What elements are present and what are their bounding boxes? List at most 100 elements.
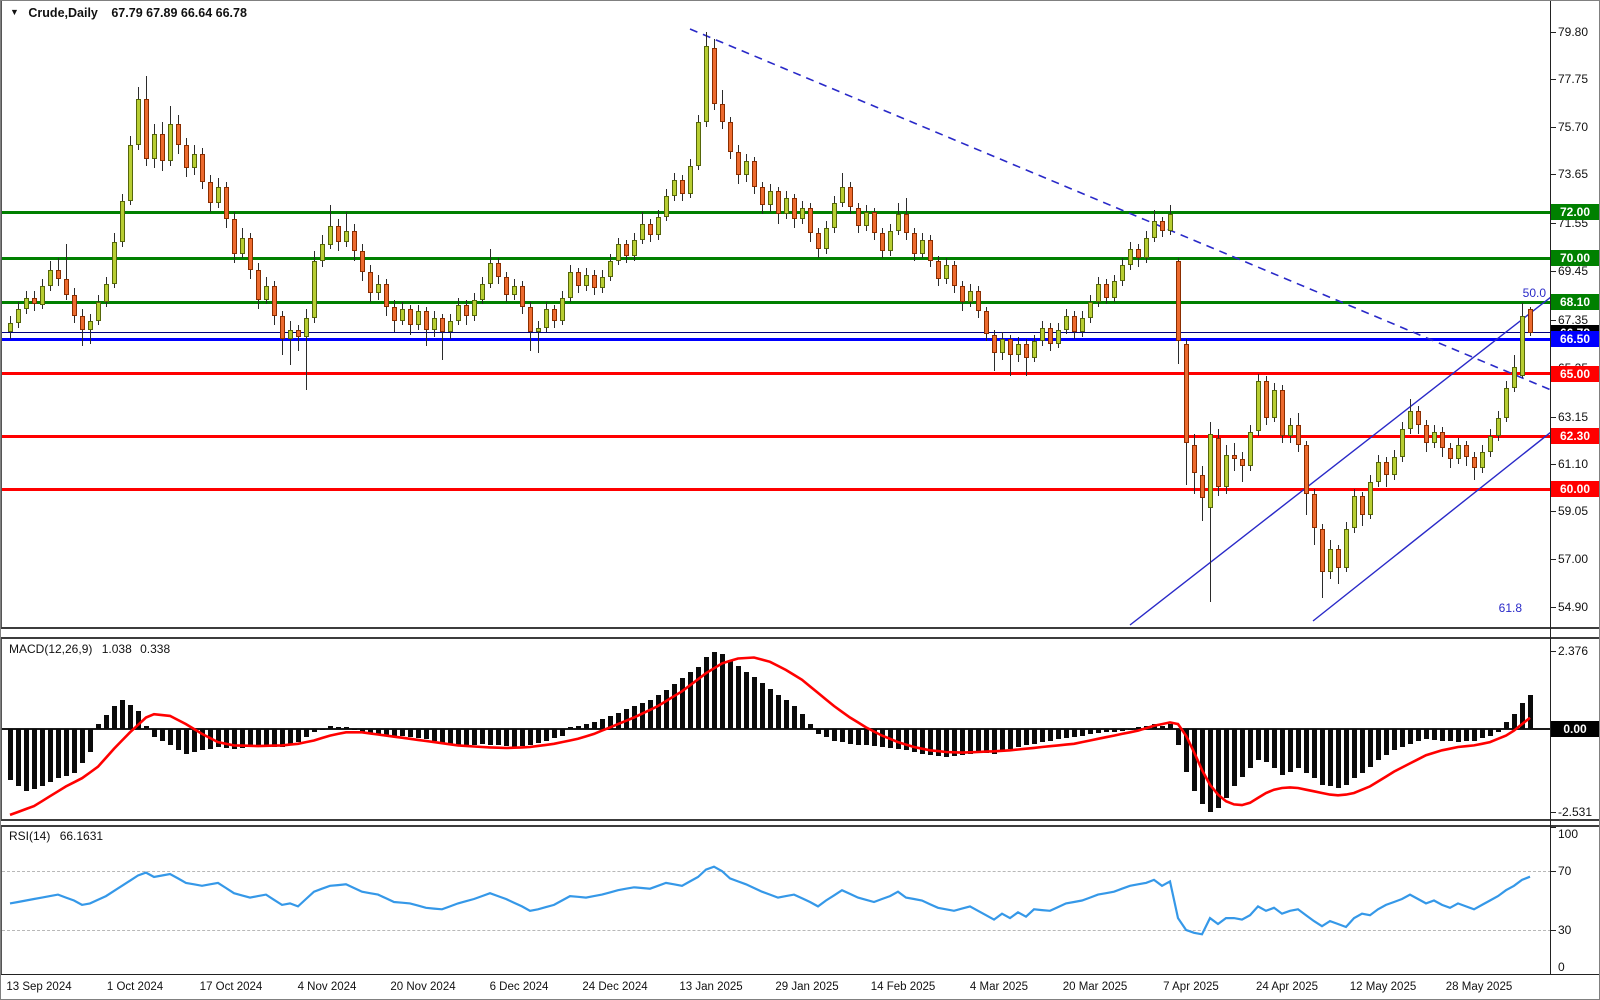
candle-bearish <box>424 311 429 330</box>
macd-signal-value: 0.338 <box>140 642 171 656</box>
macd-histogram-bar <box>344 727 349 729</box>
candle-bearish <box>224 186 229 219</box>
candle-bullish <box>696 122 701 166</box>
candle-bullish <box>768 191 773 206</box>
candle-bearish <box>184 145 189 169</box>
macd-histogram-bar <box>664 689 669 729</box>
time-axis-border <box>1 974 1599 975</box>
macd-histogram-bar <box>936 729 941 757</box>
date-label: 13 Jan 2025 <box>679 981 743 993</box>
rsi-indicator-panel[interactable]: RSI(14) 66.1631 <box>1 827 1550 974</box>
candle-bearish <box>1416 410 1421 425</box>
support-resistance-line-red[interactable] <box>2 487 1550 491</box>
rsi-tick-mark <box>1551 974 1556 975</box>
candle-bullish <box>1496 417 1501 437</box>
candle-bullish <box>1064 316 1069 330</box>
fib-level-label-618[interactable]: 61.8 <box>1498 601 1522 615</box>
candle-bullish <box>488 262 493 284</box>
candle-bullish <box>784 198 789 215</box>
macd-histogram-bar <box>360 729 365 733</box>
candle-bearish <box>232 219 237 254</box>
support-resistance-line-red[interactable] <box>2 434 1550 438</box>
price-level-box-red: 65.00 <box>1551 365 1599 382</box>
macd-histogram-bar <box>192 729 197 752</box>
candle-bullish <box>376 283 381 293</box>
ascending-trendline-upper[interactable] <box>1129 296 1550 626</box>
macd-histogram-bar <box>944 729 949 757</box>
candle-bullish <box>240 237 245 254</box>
candle-bearish <box>408 309 413 326</box>
price-tick-label: 75.70 <box>1558 119 1589 134</box>
panel-splitter-rsi[interactable] <box>1 819 1599 827</box>
price-tick-label: 77.75 <box>1558 72 1589 87</box>
candle-bearish <box>976 290 981 312</box>
macd-histogram-bar <box>1440 729 1445 741</box>
candle-bullish <box>8 323 13 333</box>
macd-histogram-bar <box>768 688 773 729</box>
candle-bullish <box>944 265 949 280</box>
price-tick-mark <box>1551 558 1556 560</box>
current-price-line[interactable] <box>2 332 1550 334</box>
candle-wick <box>442 313 443 360</box>
candle-bullish <box>432 318 437 330</box>
macd-indicator-panel[interactable]: MACD(12,26,9) 1.038 0.338 <box>1 639 1550 819</box>
macd-histogram-bar <box>464 729 469 747</box>
macd-histogram-bar <box>1264 729 1269 762</box>
candle-wick <box>1010 334 1011 377</box>
macd-histogram-bar <box>160 729 165 742</box>
candle-bearish <box>1072 316 1077 333</box>
macd-histogram-bar <box>1080 729 1085 736</box>
candle-bearish <box>1280 389 1285 437</box>
symbol-dropdown-icon[interactable]: ▼ <box>10 7 19 17</box>
macd-histogram-bar <box>848 729 853 744</box>
rsi-tick-label: 0 <box>1558 960 1565 974</box>
support-resistance-line-green[interactable] <box>2 300 1550 304</box>
descending-dashed-trendline[interactable] <box>689 28 1550 391</box>
macd-histogram-bar <box>184 729 189 754</box>
macd-histogram-bar <box>600 719 605 729</box>
candle-wick <box>538 320 539 353</box>
candle-bullish <box>1272 389 1277 418</box>
candle-bullish <box>312 260 317 319</box>
candle-bearish <box>280 316 285 340</box>
candle-bearish <box>1320 528 1325 573</box>
price-tick-mark <box>1551 222 1556 224</box>
title-ohlc-values: 67.79 67.89 66.64 66.78 <box>111 6 247 20</box>
support-resistance-line-green[interactable] <box>2 256 1550 260</box>
support-resistance-line-blue[interactable] <box>2 337 1550 341</box>
macd-histogram-bar <box>1472 729 1477 741</box>
main-price-chart[interactable]: ▼ Crude,Daily 67.79 67.89 66.64 66.78 50… <box>1 1 1550 627</box>
support-resistance-line-red[interactable] <box>2 372 1550 376</box>
candle-bearish <box>856 207 861 226</box>
macd-histogram-bar <box>1488 729 1493 736</box>
macd-histogram-bar <box>120 699 125 729</box>
panel-splitter-macd[interactable] <box>1 627 1599 639</box>
macd-histogram-bar <box>1016 729 1021 747</box>
candle-bullish <box>920 239 925 254</box>
candle-bullish <box>328 226 333 245</box>
date-label: 24 Dec 2024 <box>582 981 648 993</box>
fib-level-label-50[interactable]: 50.0 <box>1522 286 1546 300</box>
macd-histogram-bar <box>912 729 917 752</box>
price-level-box-red: 60.00 <box>1551 481 1599 498</box>
candle-bullish <box>1520 316 1525 376</box>
macd-histogram-bar <box>616 712 621 729</box>
candle-bearish <box>1528 309 1533 333</box>
candle-bullish <box>104 283 109 303</box>
macd-histogram-bar <box>312 729 317 733</box>
macd-histogram-bar <box>24 729 29 792</box>
date-label: 1 Oct 2024 <box>106 981 164 993</box>
macd-histogram-bar <box>968 729 973 754</box>
ascending-trendline-lower[interactable] <box>1312 431 1550 622</box>
macd-histogram-bar <box>496 729 501 746</box>
candle-bullish <box>96 302 101 321</box>
candle-bullish <box>704 45 709 123</box>
candle-bearish <box>1360 496 1365 515</box>
macd-histogram-bar <box>1208 729 1213 812</box>
candle-bullish <box>568 272 573 298</box>
candle-bearish <box>1464 445 1469 457</box>
candle-wick <box>298 325 299 351</box>
candle-bullish <box>216 186 221 203</box>
candle-bullish <box>88 320 93 330</box>
date-label: 4 Mar 2025 <box>969 981 1029 993</box>
